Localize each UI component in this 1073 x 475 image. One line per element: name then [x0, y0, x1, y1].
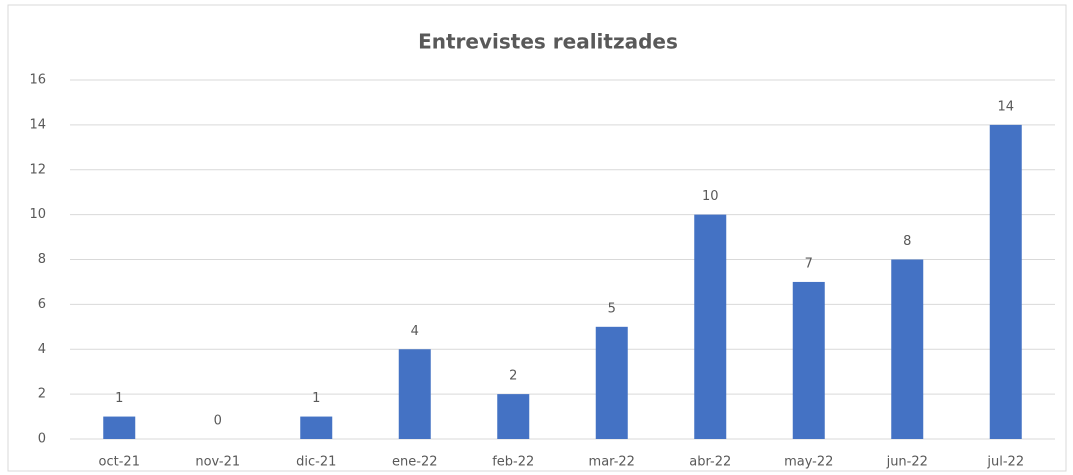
- bar: [595, 326, 628, 439]
- data-label: 14: [997, 99, 1014, 114]
- bar: [497, 394, 530, 439]
- data-label: 10: [702, 189, 719, 204]
- y-tick-label: 0: [38, 432, 46, 447]
- bar: [694, 214, 727, 439]
- y-tick-label: 12: [29, 162, 46, 177]
- y-tick-label: 16: [29, 73, 46, 88]
- x-tick-label: ene-22: [392, 455, 437, 470]
- x-tick-label: jun-22: [886, 455, 928, 470]
- bar: [891, 259, 924, 439]
- data-label: 5: [608, 301, 616, 316]
- y-tick-label: 14: [29, 117, 46, 132]
- data-label: 7: [805, 256, 813, 271]
- x-tick-label: oct-21: [99, 455, 140, 470]
- bar: [398, 349, 431, 439]
- x-tick-label: jul-22: [986, 455, 1024, 470]
- chart-title: Entrevistes realitzades: [418, 30, 678, 54]
- bar: [989, 124, 1022, 439]
- data-label: 1: [312, 391, 320, 406]
- data-label: 8: [903, 234, 911, 249]
- y-tick-label: 2: [38, 387, 46, 402]
- chart-border: [7, 4, 1067, 472]
- x-tick-label: mar-22: [589, 455, 635, 470]
- y-tick-label: 4: [38, 342, 46, 357]
- x-tick-label: abr-22: [689, 455, 731, 470]
- x-tick-label: feb-22: [492, 455, 534, 470]
- bar: [300, 416, 333, 439]
- x-tick-label: nov-21: [195, 455, 240, 470]
- data-label: 2: [509, 369, 517, 384]
- x-tick-label: may-22: [784, 455, 833, 470]
- data-label: 1: [115, 391, 123, 406]
- data-label: 4: [411, 324, 419, 339]
- bar: [792, 281, 825, 439]
- y-tick-label: 10: [29, 207, 46, 222]
- bar: [103, 416, 136, 439]
- y-tick-label: 8: [38, 252, 46, 267]
- y-tick-label: 6: [38, 297, 46, 312]
- data-label: 0: [214, 414, 222, 429]
- x-tick-label: dic-21: [296, 455, 336, 470]
